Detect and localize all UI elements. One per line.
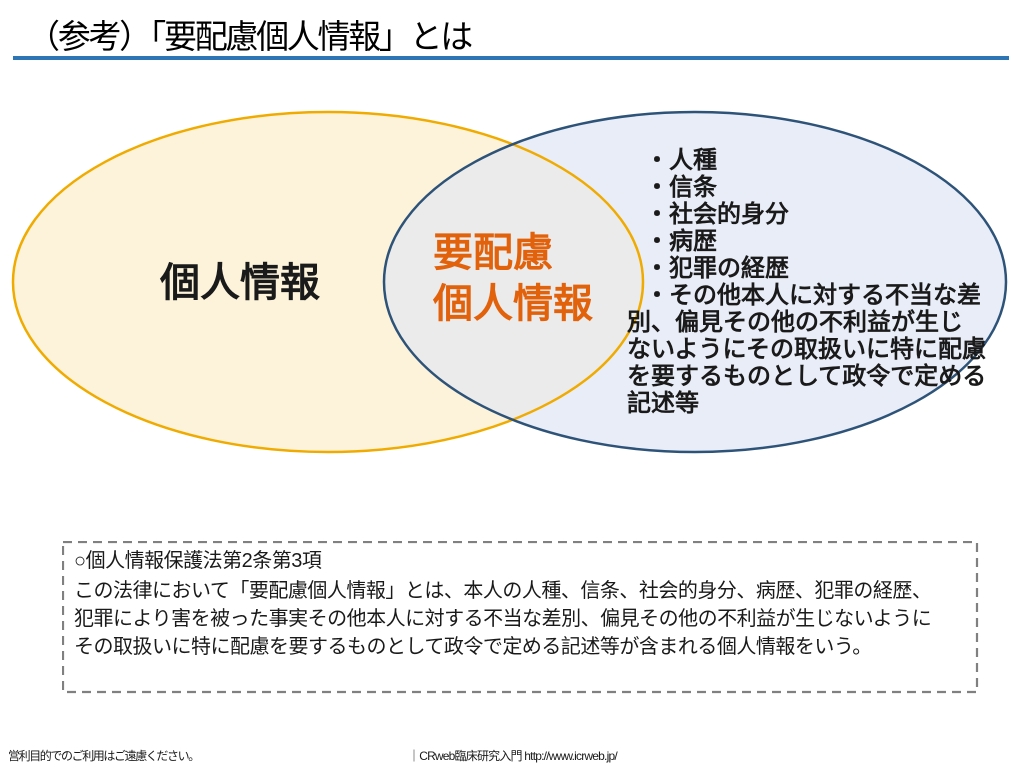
svg-text:個人情報: 個人情報 <box>159 261 320 305</box>
svg-text:個人情報: 個人情報 <box>432 282 593 326</box>
svg-text:要配慮: 要配慮 <box>433 231 553 275</box>
